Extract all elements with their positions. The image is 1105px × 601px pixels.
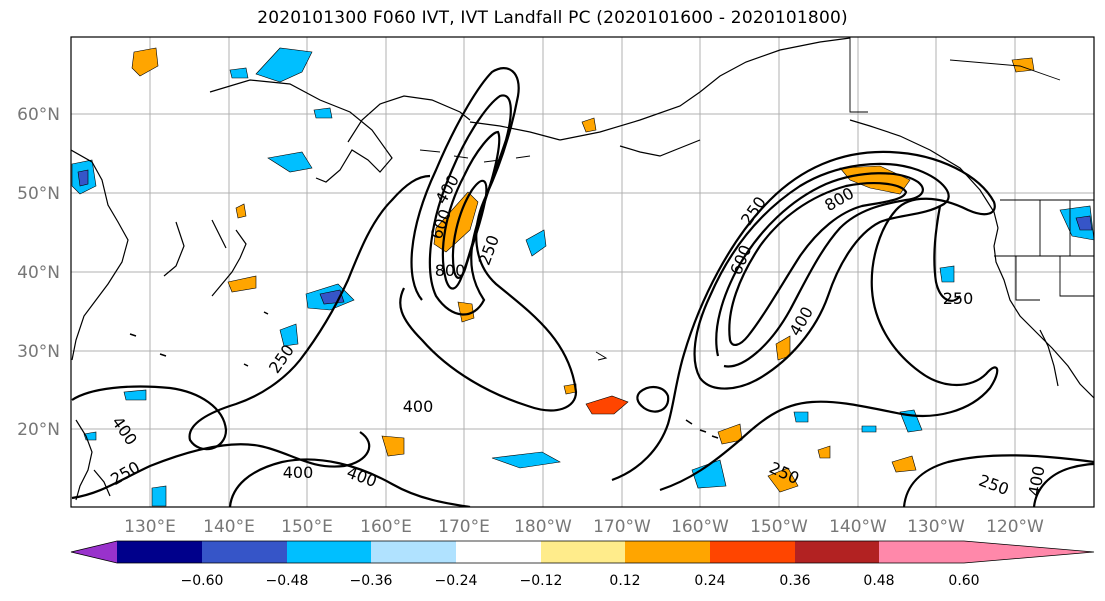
longitude-labels: 130°E 140°E 150°E 160°E 170°E 180°W 170°… (124, 517, 1044, 537)
lat-label: 40°N (17, 263, 60, 283)
lon-label: 170°W (593, 517, 651, 537)
lon-label: 130°E (124, 517, 176, 537)
colorbar-tick-label: 0.36 (779, 573, 810, 589)
contour-label: 400 (403, 397, 434, 416)
lon-label: 170°E (438, 517, 490, 537)
contour-label: 800 (435, 261, 466, 280)
ivt-contour-800-west (451, 179, 488, 279)
lon-label: 130°W (907, 517, 965, 537)
negative-patch (491, 451, 561, 469)
ivt-contour-250-west-outer (71, 174, 431, 451)
lat-label: 50°N (17, 184, 60, 204)
latitude-labels: 60°N 50°N 40°N 30°N 20°N (17, 105, 60, 440)
negative-patch (793, 411, 809, 423)
negative-patch (255, 47, 313, 83)
colorbar-tick-label: −0.12 (520, 573, 563, 589)
positive-patch (381, 435, 405, 457)
coastlines (71, 37, 1094, 501)
political-borders (849, 37, 1094, 301)
colorbar-segment (541, 541, 625, 563)
ivt-contour-250-west (399, 67, 578, 412)
colorbar-segment (202, 541, 287, 563)
positive-patch (767, 467, 799, 493)
positive-patch (227, 275, 257, 293)
lon-label: 150°W (750, 517, 808, 537)
map-frame (70, 36, 1095, 508)
ivt-contour-600-east (715, 172, 924, 368)
ivt-contour-400-west (428, 94, 512, 316)
colorbar-segment (117, 541, 202, 563)
colorbar-segment (710, 541, 795, 563)
negative-patch (229, 67, 249, 79)
contour-label: 250 (943, 289, 974, 308)
negative-patch (267, 151, 313, 173)
contour-label: 400 (283, 463, 314, 482)
ivt-contour-400-southwest (71, 431, 371, 500)
colorbar-segment (625, 541, 710, 563)
ivt-contour-250-northeast (933, 205, 961, 302)
positive-patch (817, 445, 831, 459)
lon-label: 140°E (203, 517, 255, 537)
ivt-contour-400-south (228, 458, 471, 507)
negative-patch (1059, 205, 1094, 241)
ivt-contours (71, 67, 1094, 507)
colorbar-tick-label: −0.48 (266, 573, 309, 589)
lat-label: 30°N (17, 342, 60, 362)
lon-label: 140°W (829, 517, 887, 537)
colorbar-segment (879, 541, 964, 563)
colorbar-tick-label: −0.24 (435, 573, 478, 589)
negative-patch (861, 425, 877, 433)
colorbar-segment (795, 541, 879, 563)
colorbar-segment (456, 541, 541, 563)
colorbar-right-extend (964, 541, 1094, 563)
colorbar: −0.60 −0.48 −0.36 −0.24 −0.12 0.12 0.24 … (70, 540, 1095, 589)
negative-patch (313, 107, 333, 119)
colorbar-tick-label: −0.60 (181, 573, 224, 589)
positive-patch (581, 117, 597, 133)
ivt-contour-250-east (611, 150, 999, 492)
colorbar-segment (371, 541, 456, 563)
positive-patch (717, 423, 743, 445)
colorbar-tick-label: 0.24 (694, 573, 725, 589)
ivt-contour-250-southeast (902, 454, 1094, 507)
colorbar-outline (70, 540, 1095, 564)
map-title: 2020101300 F060 IVT, IVT Landfall PC (20… (257, 8, 848, 28)
positive-patch (891, 455, 917, 473)
ivt-contour-400-east (693, 162, 950, 390)
positive-patch (131, 47, 159, 77)
colorbar-tick-label: 0.12 (609, 573, 640, 589)
positive-patch (235, 203, 247, 219)
positive-patch (585, 395, 629, 415)
colorbar-left-extend (71, 541, 117, 563)
negative-patch (151, 485, 167, 507)
ivt-contour-400-southeast (1032, 462, 1094, 507)
ivt-contour-800-east (728, 182, 908, 346)
negative-patch (123, 389, 147, 401)
negative-patch (77, 169, 89, 187)
colorbar-tick-label: −0.36 (350, 573, 393, 589)
colorbar-tick-label: 0.48 (863, 573, 894, 589)
colorbar-segment (287, 541, 371, 563)
colorbar-tick-label: 0.60 (948, 573, 979, 589)
lon-label: 150°E (281, 517, 333, 537)
lat-label: 60°N (17, 105, 60, 125)
lon-label: 160°E (360, 517, 412, 537)
lat-label: 20°N (17, 420, 60, 440)
negative-patch (939, 265, 955, 283)
pc-shading (71, 47, 1094, 507)
lon-label: 180°W (514, 517, 572, 537)
negative-patch (525, 229, 547, 257)
negative-patch (279, 323, 299, 347)
ivt-contour-400-hawaii (636, 386, 670, 413)
negative-patch (1075, 215, 1093, 231)
lon-label: 160°W (671, 517, 729, 537)
lon-label: 120°W (986, 517, 1044, 537)
